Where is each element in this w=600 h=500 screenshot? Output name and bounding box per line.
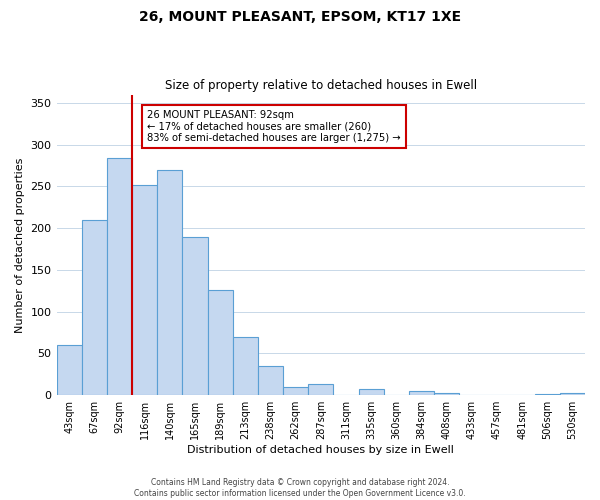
Bar xyxy=(56,345,82,395)
Bar xyxy=(107,158,132,395)
Bar xyxy=(283,387,308,395)
Bar xyxy=(409,391,434,395)
Bar xyxy=(182,236,208,395)
Bar xyxy=(82,220,107,395)
Text: Contains HM Land Registry data © Crown copyright and database right 2024.
Contai: Contains HM Land Registry data © Crown c… xyxy=(134,478,466,498)
Bar xyxy=(157,170,182,395)
Text: 26 MOUNT PLEASANT: 92sqm
← 17% of detached houses are smaller (260)
83% of semi-: 26 MOUNT PLEASANT: 92sqm ← 17% of detach… xyxy=(147,110,401,143)
Bar xyxy=(233,336,258,395)
Bar xyxy=(359,390,383,395)
Bar xyxy=(308,384,334,395)
Bar xyxy=(535,394,560,395)
X-axis label: Distribution of detached houses by size in Ewell: Distribution of detached houses by size … xyxy=(187,445,454,455)
Bar xyxy=(560,392,585,395)
Bar xyxy=(258,366,283,395)
Y-axis label: Number of detached properties: Number of detached properties xyxy=(15,157,25,332)
Bar xyxy=(208,290,233,395)
Bar xyxy=(434,392,459,395)
Bar xyxy=(132,185,157,395)
Text: 26, MOUNT PLEASANT, EPSOM, KT17 1XE: 26, MOUNT PLEASANT, EPSOM, KT17 1XE xyxy=(139,10,461,24)
Title: Size of property relative to detached houses in Ewell: Size of property relative to detached ho… xyxy=(165,79,477,92)
